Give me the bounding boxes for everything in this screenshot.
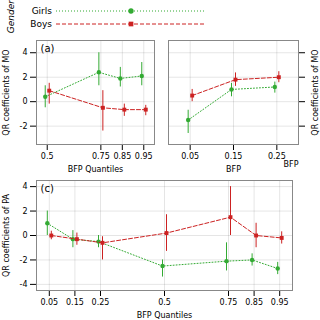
svg-text:0.95: 0.95	[271, 298, 289, 307]
svg-text:0.85: 0.85	[113, 152, 131, 161]
svg-text:BFP: BFP	[226, 165, 241, 174]
svg-text:0.05: 0.05	[181, 152, 199, 161]
svg-text:BFP Quantiles: BFP Quantiles	[137, 311, 192, 320]
html-text:Boys: Boys	[30, 18, 52, 29]
svg-text:-2: -2	[20, 256, 28, 265]
svg-text:QR coefficients of PA: QR coefficients of PA	[2, 194, 11, 277]
svg-text:4: 4	[22, 182, 27, 191]
svg-text:0.95: 0.95	[135, 152, 153, 161]
svg-text:0.05: 0.05	[40, 298, 58, 307]
svg-text:0.75: 0.75	[92, 152, 110, 161]
svg-text:0.25: 0.25	[92, 298, 110, 307]
svg-text:0.85: 0.85	[245, 298, 263, 307]
svg-text:0: 0	[22, 231, 27, 240]
svg-text:0.15: 0.15	[66, 298, 84, 307]
html-text:Girls: Girls	[31, 5, 52, 16]
html-text:Gender: Gender	[6, 0, 16, 34]
svg-text:QR coefficients of MO: QR coefficients of MO	[311, 49, 320, 135]
svg-text:0.25: 0.25	[267, 152, 286, 162]
svg-text:0.75: 0.75	[220, 298, 238, 307]
svg-text:4: 4	[22, 48, 27, 57]
svg-text:QR coefficients of MO: QR coefficients of MO	[2, 49, 11, 135]
svg-text:(c): (c)	[41, 183, 54, 194]
svg-text:BFP Quantiles: BFP Quantiles	[68, 165, 123, 174]
svg-text:BFP: BFP	[284, 160, 299, 169]
svg-text:0.5: 0.5	[158, 298, 171, 307]
svg-text:0: 0	[22, 97, 27, 106]
svg-text:0.15: 0.15	[225, 152, 243, 161]
svg-text:-4: -4	[20, 280, 28, 289]
svg-text:(a): (a)	[41, 43, 55, 54]
svg-text:2: 2	[22, 73, 27, 82]
svg-text:0.5: 0.5	[41, 152, 54, 161]
svg-text:2: 2	[22, 207, 27, 216]
svg-text:-2: -2	[20, 122, 28, 131]
